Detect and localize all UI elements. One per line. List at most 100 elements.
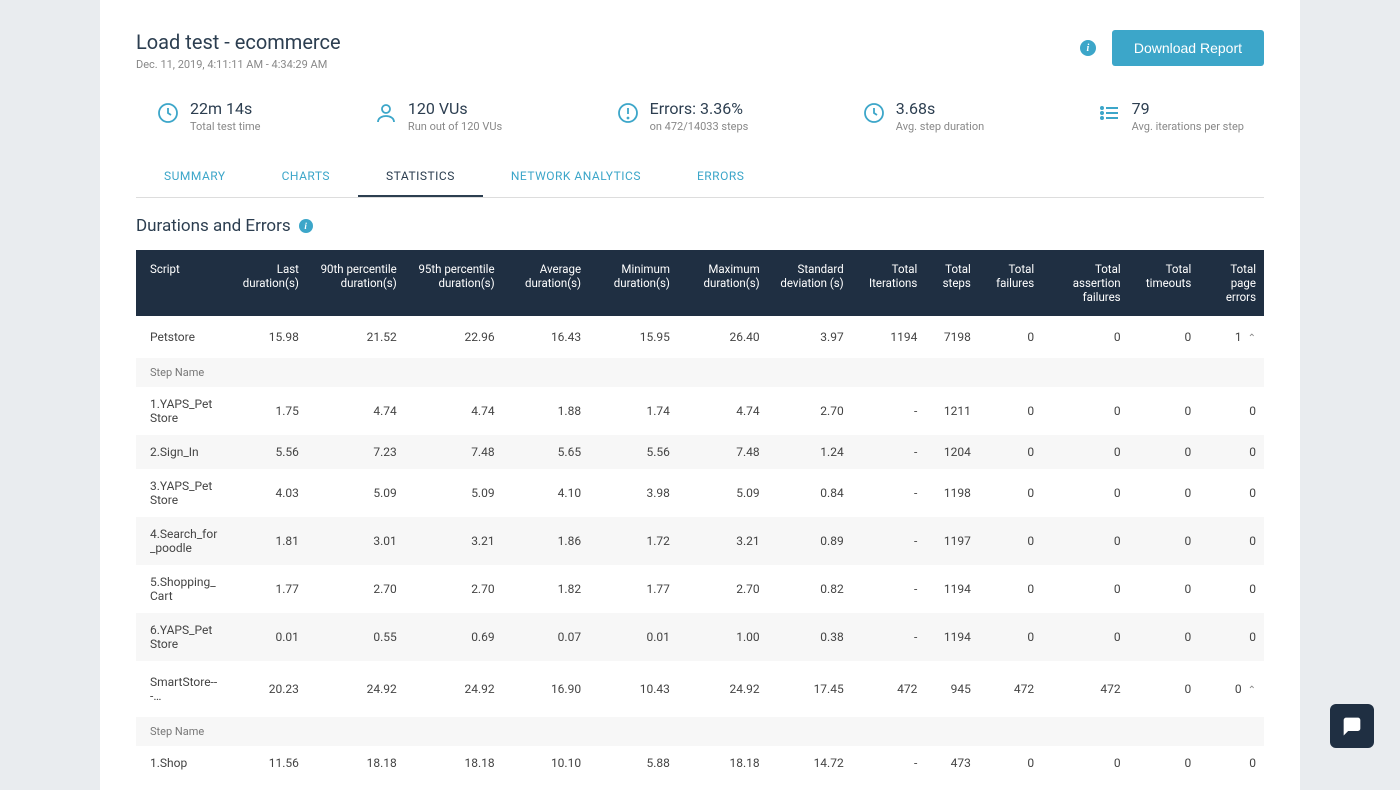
cell: 17.45 [768,661,852,717]
column-header[interactable]: 90th percentile duration(s) [307,250,405,316]
cell: 15.95 [589,316,678,358]
cell: 22.96 [405,316,503,358]
tab-network-analytics[interactable]: NETWORK ANALYTICS [483,157,669,197]
column-header[interactable]: 95th percentile duration(s) [405,250,503,316]
step-row: 5.Shopping_Cart1.772.702.701.821.772.700… [136,565,1264,613]
column-header[interactable]: Total assertion failures [1042,250,1128,316]
cell: 4.74 [405,387,503,435]
cell: 1⌃ [1199,316,1264,358]
chevron-up-icon[interactable]: ⌃ [1248,333,1256,344]
column-header[interactable]: Maximum duration(s) [678,250,768,316]
page-title: Load test - ecommerce [136,30,341,54]
cell: 0.38 [768,613,852,661]
cell: 0.69 [405,613,503,661]
metric-text: 3.68sAvg. step duration [896,99,984,133]
info-icon[interactable]: i [299,219,313,233]
cell: 0 [1129,661,1200,717]
cell: 24.92 [678,661,768,717]
column-header[interactable]: Last duration(s) [227,250,307,316]
column-header[interactable]: Total page errors [1199,250,1264,316]
column-header[interactable]: Total Iterations [852,250,926,316]
tab-statistics[interactable]: STATISTICS [358,157,483,197]
column-header[interactable]: Total steps [925,250,979,316]
cell: 472 [1042,661,1128,717]
table-header: ScriptLast duration(s)90th percentile du… [136,250,1264,316]
cell: 3.01 [307,517,405,565]
cell: 1194 [925,565,979,613]
cell: 0 [1042,613,1128,661]
cell: 2.Sign_In [136,435,227,469]
header-actions: i Download Report [1080,30,1264,66]
cell: - [852,565,926,613]
cell: 1204 [925,435,979,469]
cell: 7198 [925,316,979,358]
metric-user: 120 VUsRun out of 120 VUs [374,99,502,133]
cell: SmartStore---… [136,661,227,717]
cell: 0 [1129,746,1200,780]
tab-summary[interactable]: SUMMARY [136,157,254,197]
cell: 0 [1042,746,1128,780]
cell: 10.43 [589,661,678,717]
script-row[interactable]: SmartStore---…20.2324.9224.9216.9010.432… [136,661,1264,717]
cell: 3.21 [405,517,503,565]
clock-icon [862,101,886,129]
column-header[interactable]: Standard deviation (s) [768,250,852,316]
table-body: Petstore15.9821.5222.9616.4315.9526.403.… [136,316,1264,780]
metric-label: Avg. iterations per step [1132,120,1244,133]
cell: 3.21 [678,517,768,565]
cell: 4.Search_for_poodle [136,517,227,565]
info-icon[interactable]: i [1080,40,1096,56]
column-header[interactable]: Total timeouts [1129,250,1200,316]
metrics-row: 22m 14sTotal test time 120 VUsRun out of … [136,99,1264,133]
cell: 24.92 [405,661,503,717]
cell: 0.84 [768,469,852,517]
metric-label: on 472/14033 steps [650,120,749,133]
metric-label: Total test time [190,120,260,133]
cell: 1.86 [503,517,589,565]
cell: 0 [1129,387,1200,435]
cell: 4.10 [503,469,589,517]
tabs-bar: SUMMARYCHARTSSTATISTICSNETWORK ANALYTICS… [136,157,1264,198]
download-report-button[interactable]: Download Report [1112,30,1264,66]
cell: 0 [1129,316,1200,358]
cell: 16.90 [503,661,589,717]
cell: - [852,746,926,780]
cell: 0 [979,387,1042,435]
column-header[interactable]: Script [136,250,227,316]
step-row: 1.YAPS_PetStore1.754.744.741.881.744.742… [136,387,1264,435]
column-header[interactable]: Minimum duration(s) [589,250,678,316]
cell: 0 [1129,565,1200,613]
chat-icon [1342,716,1362,736]
page-subtitle: Dec. 11, 2019, 4:11:11 AM - 4:34:29 AM [136,58,341,71]
cell: 10.10 [503,746,589,780]
tab-charts[interactable]: CHARTS [254,157,358,197]
cell: 0 [979,517,1042,565]
cell: 16.43 [503,316,589,358]
column-header[interactable]: Total failures [979,250,1042,316]
cell: 0 [1129,517,1200,565]
cell: 1198 [925,469,979,517]
cell: 1211 [925,387,979,435]
script-row[interactable]: Petstore15.9821.5222.9616.4315.9526.403.… [136,316,1264,358]
cell: 1194 [852,316,926,358]
durations-table: ScriptLast duration(s)90th percentile du… [136,250,1264,780]
cell: 0.55 [307,613,405,661]
cell: 0 [1199,435,1264,469]
cell: 0.01 [589,613,678,661]
chevron-up-icon[interactable]: ⌃ [1248,685,1256,696]
cell: 0 [1042,565,1128,613]
cell: 7.48 [405,435,503,469]
column-header[interactable]: Average duration(s) [503,250,589,316]
chat-button[interactable] [1330,704,1374,748]
section-title-text: Durations and Errors [136,216,291,236]
cell: 0.01 [227,613,307,661]
cell: 0 [1129,613,1200,661]
cell: 0 [979,469,1042,517]
cell: 5.09 [307,469,405,517]
cell: 4.03 [227,469,307,517]
tab-errors[interactable]: ERRORS [669,157,772,197]
title-block: Load test - ecommerce Dec. 11, 2019, 4:1… [136,30,341,71]
cell: 1.72 [589,517,678,565]
cell: 1.YAPS_PetStore [136,387,227,435]
metric-text: 22m 14sTotal test time [190,99,260,133]
